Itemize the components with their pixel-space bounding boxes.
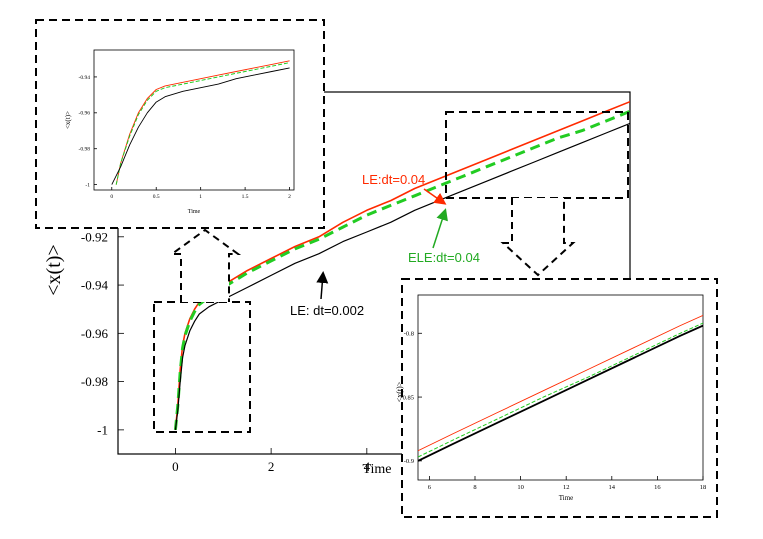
zoom-region-left: [153, 301, 251, 433]
inset-left-y-tick-label: -0.96: [79, 111, 91, 117]
zoom-arrow-up: [168, 228, 242, 302]
inset-right-x-tick-label: 8: [473, 484, 476, 491]
annotation-le-dt-0002-arrow: [316, 271, 329, 300]
main-plot-frame: [117, 91, 631, 455]
main-x-tick-label: 4: [364, 459, 371, 474]
inset-right-x-axis-label: Time: [559, 494, 574, 502]
inset-right-x-tick-label: 12: [563, 484, 570, 491]
inset-left-x-axis-label: Time: [188, 209, 201, 215]
main-y-axis-label: <x(t)>: [43, 244, 65, 295]
inset-right-y-tick-label: -0.9: [404, 458, 414, 465]
inset-left-y-tick-label: -0.98: [79, 147, 91, 153]
main-x-tick-label: 2: [268, 459, 275, 474]
main-series: [173, 100, 630, 431]
inset-right-y-tick-label: -0.85: [400, 394, 414, 401]
main-y-tick-label: -1: [97, 422, 108, 437]
inset-left-axes: [93, 49, 295, 191]
annotation-le-dt-004: LE:dt=0.04: [362, 172, 425, 187]
inset-left-x-tick-label: 1: [199, 194, 202, 200]
main-plot: 0 2 4-1-0.98-0.96-0.94-0.92 <x(t)> Time: [43, 91, 631, 477]
main-ticks: 0 2 4 -1 -0.98 -0.96 -0.94 -0.92: [81, 229, 371, 474]
main-series-ele-dt-0-04: [173, 109, 630, 431]
inset-left-x-tick-label: 1.5: [242, 194, 249, 200]
inset-left-series-ele-dt-0-04: [115, 62, 290, 185]
inset-left-plot: 0 0.5 1 1.5 2 -1 -0.98 -0.96 -0.94 <x(t)> Time: [64, 49, 295, 215]
inset-left-ticks: 0 0.5 1 1.5 2 -1 -0.98 -0.96 -0.94: [79, 75, 292, 200]
annotation-ele-dt-004-arrow: [432, 208, 448, 249]
annotation-ele-dt-004: ELE:dt=0.04: [408, 250, 480, 265]
inset-right-plot: 6 8 10 12 14 16 18 -0.9 -0.85 -0.8 <x(t)> Time: [395, 294, 706, 502]
inset-left-y-tick-label: -0.94: [79, 75, 91, 81]
inset-right-ticks: 6 8 10 12 14 16 18 -0.9 -0.85 -0.8: [400, 331, 706, 491]
main-x-axis-label: Time: [362, 462, 391, 477]
inset-left-x-tick-label: 0.5: [153, 194, 160, 200]
inset-left-y-axis-label: <x(t)>: [64, 111, 72, 129]
inset-right-series-ele-dt-0-04: [418, 322, 703, 458]
inset-right-x-tick-label: 18: [700, 484, 707, 491]
inset-right-x-tick-label: 10: [517, 484, 524, 491]
annotations: LE:dt=0.04 ELE:dt=0.04 LE: dt=0.002: [290, 172, 480, 318]
inset-right-y-axis-label: <x(t)>: [395, 381, 404, 402]
annotation-le-dt-004-arrow: [423, 188, 447, 205]
main-y-tick-label: -0.94: [81, 278, 109, 293]
zoom-arrow-down: [500, 198, 576, 277]
main-y-tick-label: -0.92: [81, 229, 108, 244]
inset-right-series-le-dt-0-04: [418, 314, 703, 452]
main-y-tick-label: -0.98: [81, 374, 108, 389]
inset-left-series: [111, 60, 290, 185]
main-x-tick-label: 0: [172, 459, 179, 474]
inset-right-x-tick-label: 6: [428, 484, 432, 491]
inset-left-series-le-dt-0-04: [115, 60, 290, 185]
inset-right-x-tick-label: 14: [609, 484, 616, 491]
inset-right-axes: [417, 294, 704, 481]
inset-left-x-tick-label: 0: [110, 194, 113, 200]
main-y-tick-label: -0.96: [81, 326, 109, 341]
inset-right-y-tick-label: -0.8: [404, 331, 414, 338]
main-series-le-dt-0-002: [174, 122, 630, 430]
inset-left-series-le-dt-0-002: [111, 67, 290, 185]
annotation-le-dt-0002: LE: dt=0.002: [290, 303, 364, 318]
inset-left-y-tick-label: -1: [85, 183, 90, 189]
inset-right-x-tick-label: 16: [654, 484, 661, 491]
inset-right-series: [418, 314, 703, 462]
inset-right-series-le-dt-0-002: [418, 324, 703, 462]
zoom-region-right: [445, 111, 629, 199]
inset-left-x-tick-label: 2: [288, 194, 291, 200]
